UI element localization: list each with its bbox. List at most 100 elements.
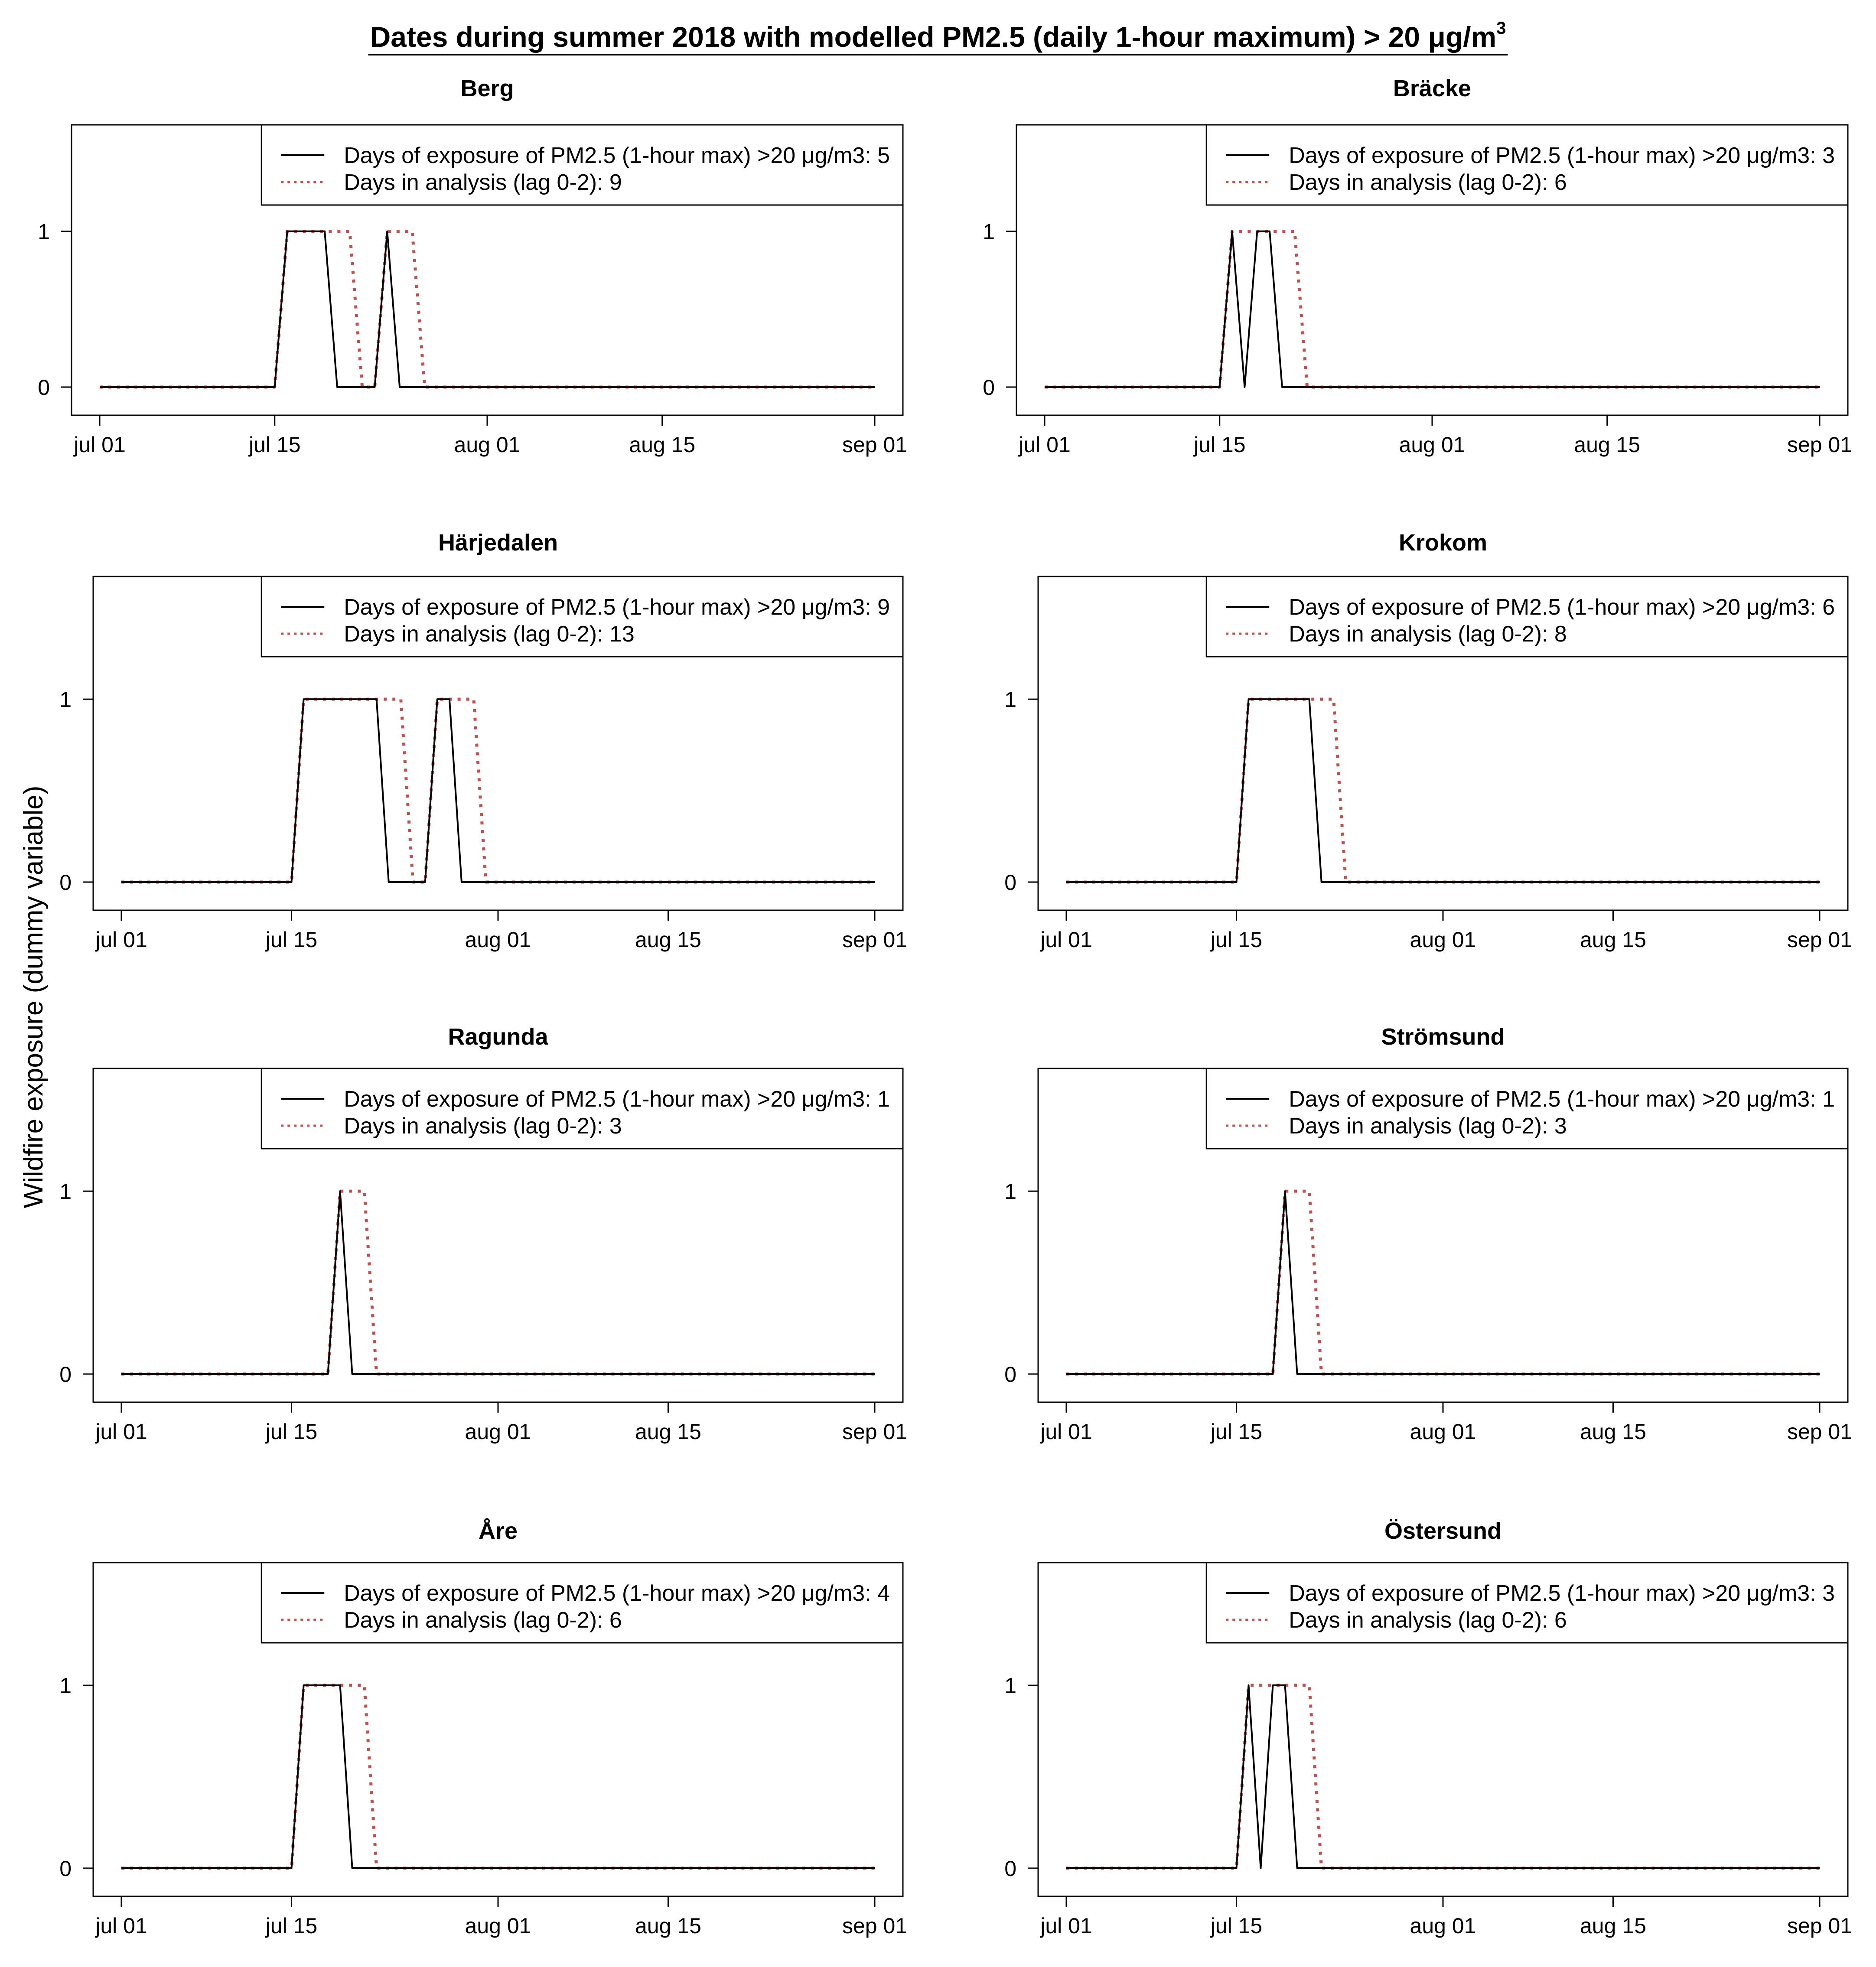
x-tick-label: jul 15 [1210,1420,1263,1444]
x-tick-label: jul 01 [1039,1420,1092,1444]
y-tick-label: 0 [38,375,50,400]
legend-label-analysis: Days in analysis (lag 0-2): 3 [344,1114,622,1139]
y-tick-label: 0 [59,1856,72,1881]
legend-box [1205,1562,1849,1644]
y-tick-label: 0 [1004,870,1016,895]
legend-label-analysis: Days in analysis (lag 0-2): 6 [1289,1608,1567,1633]
legend-label-analysis: Days in analysis (lag 0-2): 6 [344,1608,622,1633]
panel-title: Härjedalen [438,530,558,556]
x-tick-label: jul 15 [265,1420,318,1444]
legend: Days of exposure of PM2.5 (1-hour max) >… [261,576,904,658]
exposure-series-line [1066,1684,1820,1869]
x-tick-label: jul 01 [1039,1914,1092,1938]
figure-title: Dates during summer 2018 with modelled P… [370,19,1506,53]
exposure-series-line [121,698,875,883]
legend-box [261,576,904,658]
x-tick-label: sep 01 [842,433,907,457]
panel-5: Ragunda jul 01 jul 15 aug 01 aug 15 sep 01 0 1 D… [59,1024,907,1444]
legend-label-exposure: Days of exposure of PM2.5 (1-hour max) >… [344,1581,890,1606]
x-tick-label: jul 01 [94,1420,147,1444]
panel-8: Östersund jul 01 jul 15 aug 01 aug 15 sep 01 0… [1004,1518,1852,1938]
legend-label-analysis: Days in analysis (lag 0-2): 6 [1289,170,1567,195]
x-tick-label: sep 01 [842,928,907,952]
panel-title: Krokom [1399,530,1487,556]
x-tick-label: aug 01 [454,433,521,457]
y-tick-label: 0 [59,870,72,895]
panel-3: Härjedalen jul 01 jul 15 aug 01 aug 15 sep 01… [59,530,907,952]
legend-box [1205,1068,1849,1150]
panel-1: Berg jul 01 jul 15 aug 01 aug 15 sep 01 0 1 Days… [38,75,907,457]
panel-title: Åre [479,1518,518,1544]
x-tick-label: jul 15 [1210,1914,1263,1938]
panels-group: Berg jul 01 jul 15 aug 01 aug 15 sep 01 0 1 Days… [38,75,1852,1938]
x-tick-label: aug 01 [1410,1914,1476,1938]
legend-box [261,1068,904,1150]
x-tick-label: jul 01 [1039,928,1092,952]
x-tick-label: jul 15 [1210,928,1263,952]
panel-title: Berg [460,75,514,101]
x-tick-label: sep 01 [1787,1914,1852,1938]
panel-6: Strömsund jul 01 jul 15 aug 01 aug 15 sep 01 0… [1004,1024,1852,1444]
y-tick-label: 1 [1004,1674,1016,1698]
y-tick-label: 1 [1004,1179,1016,1204]
y-tick-label: 1 [59,1674,72,1698]
x-tick-label: jul 15 [265,1914,318,1938]
exposure-series-line [1066,698,1820,883]
figure-y-axis-label: Wildfire exposure (dummy variable) [19,785,49,1208]
x-tick-label: aug 01 [465,1420,531,1444]
x-tick-label: aug 15 [1574,433,1640,457]
x-tick-label: aug 15 [1580,928,1646,952]
x-tick-label: sep 01 [842,1420,907,1444]
legend-label-exposure: Days of exposure of PM2.5 (1-hour max) >… [344,1087,890,1112]
legend-label-analysis: Days in analysis (lag 0-2): 3 [1289,1114,1567,1139]
x-tick-label: aug 15 [1580,1420,1646,1444]
panel-2: Bräcke jul 01 jul 15 aug 01 aug 15 sep 01 0 1 Da… [983,75,1852,457]
y-tick-label: 0 [1004,1856,1016,1881]
legend-box [261,124,904,206]
panel-title: Ragunda [448,1024,548,1050]
x-tick-label: sep 01 [1787,433,1852,457]
x-tick-label: jul 01 [73,433,126,457]
x-tick-label: sep 01 [1787,928,1852,952]
x-tick-label: aug 15 [635,928,701,952]
legend-label-exposure: Days of exposure of PM2.5 (1-hour max) >… [1289,1581,1835,1606]
y-tick-label: 1 [59,1179,72,1204]
x-tick-label: aug 01 [465,928,531,952]
figure-title-text: Dates during summer 2018 with modelled P… [370,21,1497,53]
legend: Days of exposure of PM2.5 (1-hour max) >… [261,1068,904,1150]
exposure-series-line [100,230,875,388]
exposure-series-line [121,1190,875,1375]
panel-title: Östersund [1384,1518,1501,1544]
legend-box [1205,576,1849,658]
x-tick-label: aug 15 [635,1914,701,1938]
legend-label-exposure: Days of exposure of PM2.5 (1-hour max) >… [344,143,890,168]
x-tick-label: sep 01 [1787,1420,1852,1444]
x-tick-label: sep 01 [842,1914,907,1938]
legend-label-analysis: Days in analysis (lag 0-2): 9 [344,170,622,195]
legend-box [261,1562,904,1644]
x-tick-label: jul 15 [1193,433,1246,457]
x-tick-label: aug 15 [635,1420,701,1444]
x-tick-label: jul 01 [94,1914,147,1938]
y-tick-label: 0 [1004,1362,1016,1387]
panel-4: Krokom jul 01 jul 15 aug 01 aug 15 sep 01 0 1 Da… [1004,530,1852,952]
figure-title-superscript: 3 [1496,19,1506,38]
x-tick-label: jul 15 [265,928,318,952]
panel-title: Bräcke [1393,75,1471,101]
panel-7: Åre jul 01 jul 15 aug 01 aug 15 sep 01 0 1 Days … [59,1518,907,1938]
legend-label-exposure: Days of exposure of PM2.5 (1-hour max) >… [1289,595,1835,620]
x-tick-label: aug 15 [629,433,695,457]
legend-label-exposure: Days of exposure of PM2.5 (1-hour max) >… [344,595,890,620]
x-tick-label: jul 01 [1018,433,1071,457]
exposure-series-line [1045,230,1820,388]
legend: Days of exposure of PM2.5 (1-hour max) >… [1205,1562,1849,1644]
x-tick-label: aug 15 [1580,1914,1646,1938]
legend-label-exposure: Days of exposure of PM2.5 (1-hour max) >… [1289,1087,1835,1112]
x-tick-label: aug 01 [1410,928,1476,952]
y-tick-label: 0 [983,375,995,400]
panel-title: Strömsund [1381,1024,1505,1050]
legend-label-analysis: Days in analysis (lag 0-2): 13 [344,622,635,647]
x-tick-label: aug 01 [1410,1420,1476,1444]
exposure-series-line [1066,1190,1820,1375]
